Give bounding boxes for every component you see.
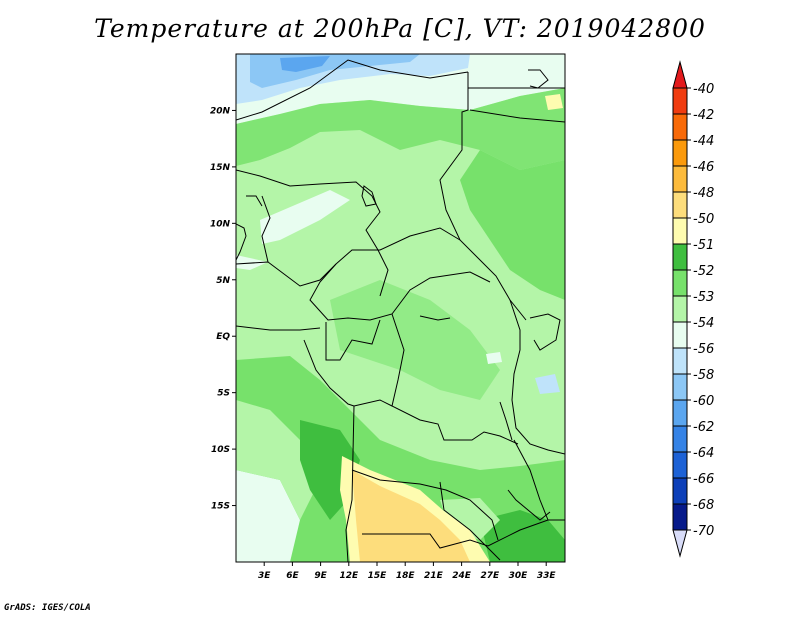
lat-tick-label: 10S	[211, 445, 230, 455]
lon-tick-label: 27E	[480, 571, 500, 581]
colorbar-label: -68	[693, 498, 714, 513]
colorbar-segment	[672, 60, 688, 89]
colorbar-segment	[672, 347, 688, 375]
colorbar-segment	[672, 451, 688, 479]
latitude-axis: 20N 15N 10N 5N EQ 5S 10S 15S	[210, 106, 236, 512]
field-dark-green-se	[480, 510, 565, 562]
colorbar-label: -70	[693, 524, 714, 539]
lon-tick-label: 30E	[509, 571, 529, 581]
lat-tick-label: 5S	[217, 389, 230, 399]
colorbar-label: -53	[693, 290, 714, 305]
colorbar-label: -52	[693, 264, 714, 279]
lon-tick-label: 21E	[424, 571, 444, 581]
colorbar-segment	[672, 295, 688, 323]
colorbar-segment	[672, 87, 688, 115]
field-pale-sw	[236, 470, 300, 562]
colorbar-label: -54	[693, 316, 714, 331]
colorbar-segment	[672, 373, 688, 401]
colorbar-segment	[672, 321, 688, 349]
field-cream-ne	[545, 94, 563, 110]
colorbar: -40 -42 -44 -46 -48 -50 -51 -52 -53 -54 -56 -58 -60 -…	[672, 60, 714, 558]
lon-tick-label: 15E	[368, 571, 388, 581]
field-light-sw	[236, 400, 320, 520]
field-mid-green-center	[330, 280, 500, 400]
lat-tick-label: EQ	[216, 332, 230, 342]
field-blue-dark-north	[280, 56, 330, 72]
map-title: Temperature at 200hPa [C], VT: 201904280…	[94, 14, 706, 43]
colorbar-label: -46	[693, 160, 714, 175]
colorbar-segment	[672, 243, 688, 271]
colorbar-segment	[672, 165, 688, 193]
longitude-axis: 3E 6E 9E 12E 15E 18E 21E 24E 27E 30E 33E	[258, 562, 556, 581]
lon-tick-label: 6E	[286, 571, 299, 581]
field-mid-green-ne	[460, 150, 565, 300]
colorbar-segment	[672, 269, 688, 297]
lat-tick-label: 20N	[210, 106, 231, 116]
colorbar-label: -58	[693, 368, 714, 383]
colorbar-label: -62	[693, 420, 714, 435]
colorbar-label: -40	[693, 82, 714, 97]
colorbar-label: -66	[693, 472, 714, 487]
lon-tick-label: 12E	[339, 571, 359, 581]
field-pale-east	[486, 352, 502, 364]
colorbar-label: -44	[693, 134, 714, 149]
lon-tick-label: 24E	[452, 571, 472, 581]
colorbar-label: -60	[693, 394, 714, 409]
colorbar-segment	[672, 191, 688, 219]
colorbar-segment	[672, 477, 688, 505]
colorbar-segment	[672, 503, 688, 531]
field-yellow-south	[352, 470, 470, 562]
lon-tick-label: 3E	[258, 571, 271, 581]
lat-tick-label: 5N	[216, 276, 230, 286]
colorbar-segment	[672, 529, 688, 558]
lon-tick-label: 18E	[396, 571, 416, 581]
colorbar-label: -51	[693, 238, 714, 253]
colorbar-label: -48	[693, 186, 714, 201]
country-borders	[236, 59, 565, 562]
map-frame	[235, 53, 566, 563]
colorbar-segment	[672, 113, 688, 141]
colorbar-segment	[672, 425, 688, 453]
lon-tick-label: 9E	[314, 571, 327, 581]
lat-tick-label: 15N	[210, 163, 231, 173]
lat-tick-label: 10N	[210, 219, 231, 229]
colorbar-segment	[672, 399, 688, 427]
colorbar-segment	[672, 217, 688, 245]
field-mid-green-1	[236, 88, 565, 170]
footer-credit: GrADS: IGES/COLA	[4, 603, 91, 613]
colorbar-label: -64	[693, 446, 714, 461]
lat-tick-label: 15S	[211, 502, 230, 512]
colorbar-label: -56	[693, 342, 714, 357]
field-pale-west-1	[260, 190, 350, 244]
map-panel	[235, 53, 566, 563]
colorbar-label: -42	[693, 108, 714, 123]
colorbar-label: -50	[693, 212, 714, 227]
colorbar-segment	[672, 139, 688, 167]
lon-tick-label: 33E	[537, 571, 557, 581]
field-blue-east	[535, 374, 560, 394]
